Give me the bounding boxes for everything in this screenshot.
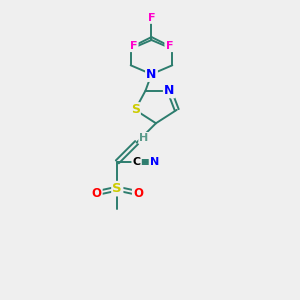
Text: O: O bbox=[133, 187, 143, 200]
Text: S: S bbox=[112, 182, 122, 195]
Text: F: F bbox=[148, 13, 155, 23]
Text: C: C bbox=[133, 157, 141, 167]
Text: N: N bbox=[164, 84, 175, 97]
Text: N: N bbox=[146, 68, 157, 81]
Text: H: H bbox=[140, 133, 149, 143]
Text: O: O bbox=[92, 187, 101, 200]
Text: N: N bbox=[150, 157, 159, 167]
Text: F: F bbox=[166, 41, 173, 51]
Text: F: F bbox=[130, 41, 137, 51]
Text: S: S bbox=[130, 103, 140, 116]
